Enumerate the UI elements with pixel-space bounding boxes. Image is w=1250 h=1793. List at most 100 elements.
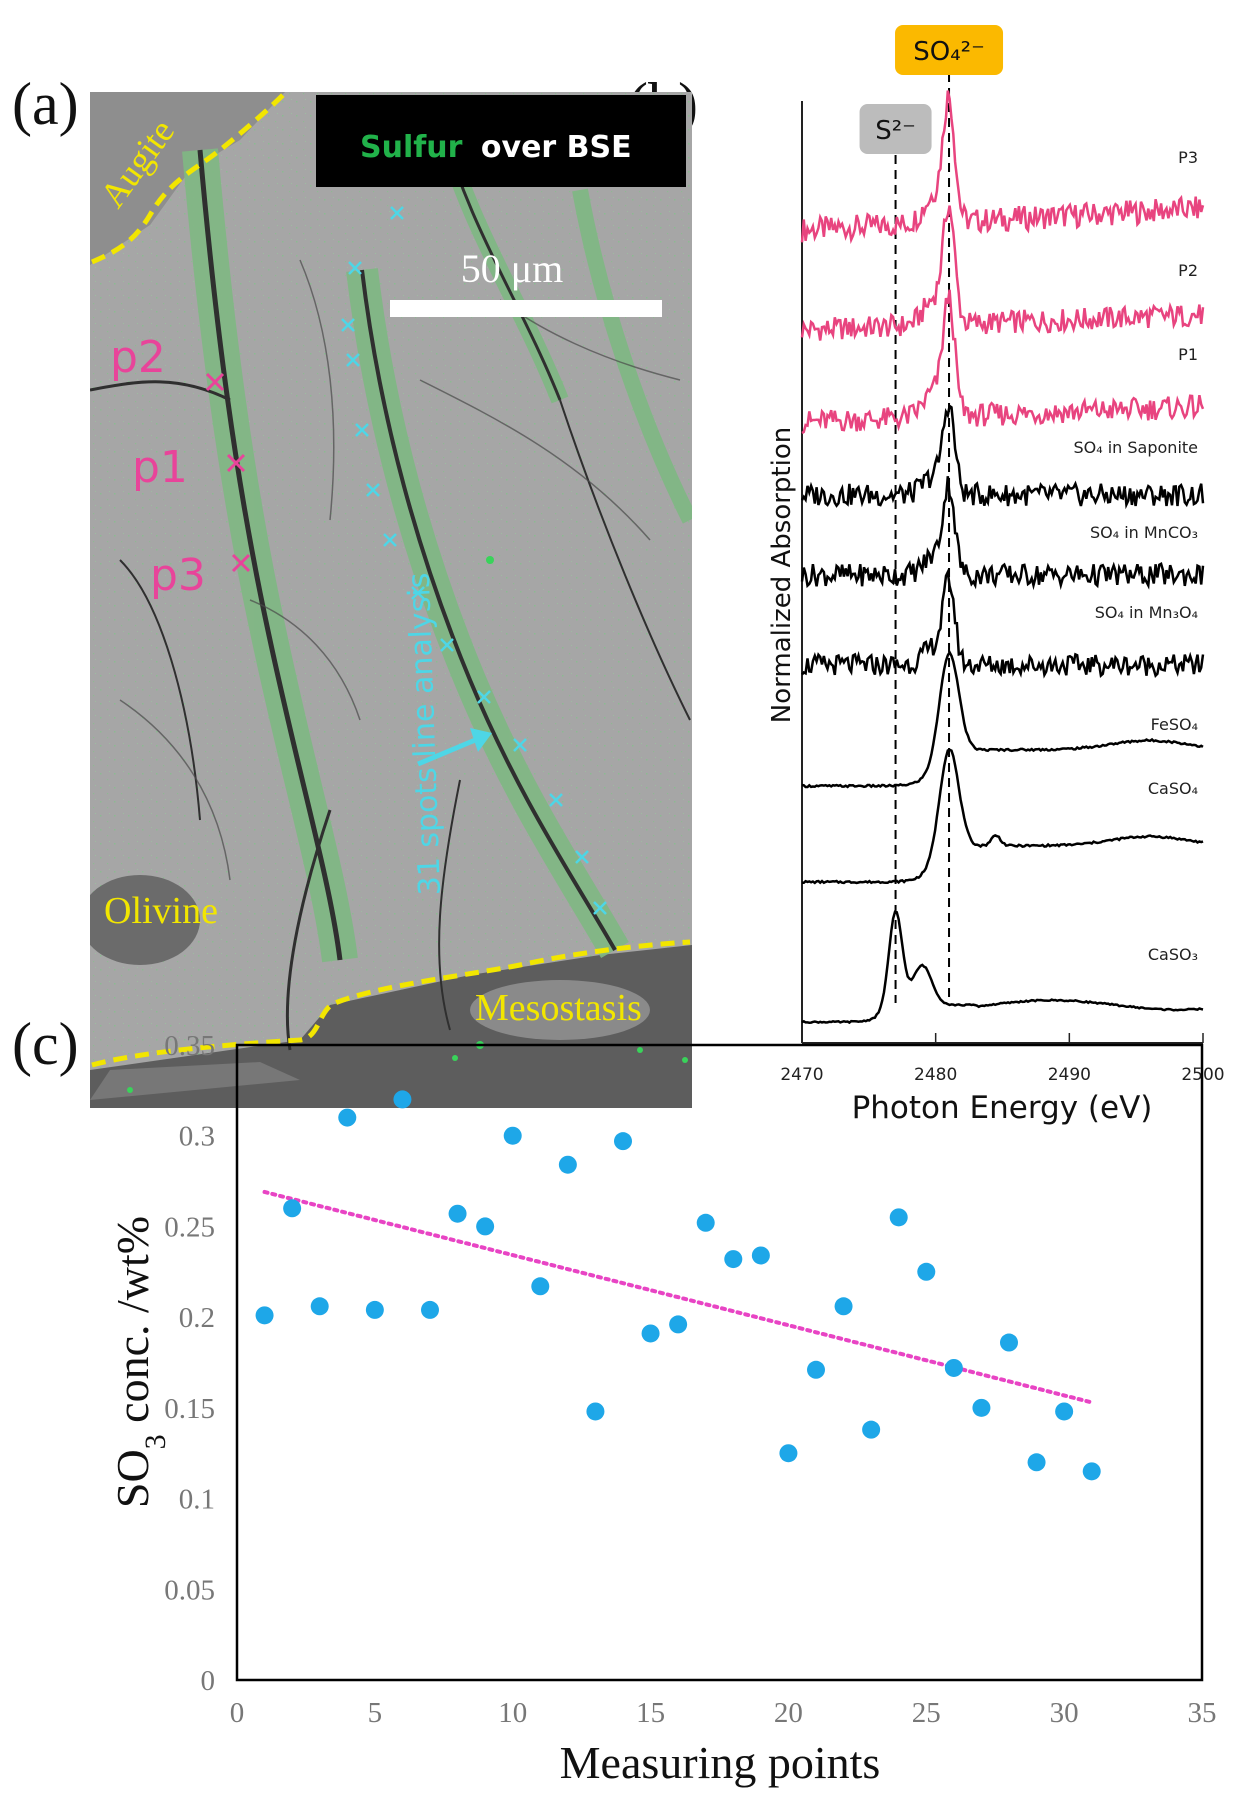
xanes-series-line: [800, 205, 1205, 341]
xanes-series-line: [801, 910, 1204, 1025]
scatter-point: [807, 1360, 825, 1379]
scatter-point: [531, 1277, 550, 1296]
scatter-point: [393, 1090, 412, 1109]
scatter-point: [751, 1246, 770, 1265]
point-label-p2: p2: [110, 332, 166, 383]
scatter-point: [862, 1420, 881, 1439]
scatter-point: [669, 1315, 688, 1334]
xanes-series-label: P3: [1178, 148, 1198, 167]
scatter-point: [365, 1300, 384, 1319]
point-label-p1: p1: [132, 442, 188, 493]
line-spot-marker: [549, 793, 563, 807]
scatter-point: [1000, 1333, 1018, 1352]
xanes-series-line: [802, 748, 1204, 885]
scatter-point: [338, 1108, 357, 1127]
scatter-x-tick-label: 25: [912, 1697, 941, 1729]
olivine-dark-inclusion: [90, 875, 200, 965]
xanes-series-line: [800, 476, 1205, 591]
scatter-point: [614, 1132, 632, 1151]
scale-bar-label: 50 μm: [461, 246, 564, 291]
line-spot-marker: [348, 261, 362, 275]
line-spot-marker: [411, 586, 425, 600]
scatter-x-axis-label: Measuring points: [560, 1737, 881, 1788]
scatter-point: [503, 1126, 522, 1145]
scatter-point: [696, 1213, 715, 1232]
scatter-y-tick-label: 0.3: [179, 1121, 215, 1153]
reference-line-label: SO₄²⁻: [913, 37, 985, 67]
scatter-point: [944, 1358, 963, 1377]
xanes-series-line: [801, 649, 1204, 789]
xanes-x-tick-label: 2480: [914, 1065, 957, 1085]
scatter-y-tick-label: 0.05: [164, 1574, 215, 1606]
line-spot-marker: [593, 901, 607, 915]
xanes-series-label: FeSO₄: [1151, 715, 1198, 734]
scatter-point: [972, 1398, 991, 1417]
scatter-point: [421, 1300, 439, 1319]
xanes-series-label: SO₄ in Saponite: [1073, 438, 1198, 457]
scatter-x-tick-label: 15: [636, 1697, 665, 1729]
augite-region: [90, 92, 285, 265]
xanes-series-label: P2: [1178, 261, 1198, 280]
xanes-series-line: [801, 567, 1205, 679]
scatter-point: [310, 1297, 329, 1316]
scatter-point: [889, 1208, 908, 1227]
point-marker-p1: [226, 453, 246, 473]
scatter-y-tick-label: 0.1: [179, 1484, 215, 1516]
mineral-label-olivine: Olivine: [104, 890, 218, 932]
scatter-point: [834, 1297, 853, 1316]
scatter-point: [641, 1324, 660, 1343]
reference-line-badge: [895, 25, 1004, 75]
line-analysis-arrowhead: [470, 728, 492, 752]
scatter-point: [586, 1402, 605, 1421]
line-spot-marker: [390, 206, 404, 220]
point-marker-p2: [205, 372, 225, 392]
scatter-point: [476, 1217, 495, 1236]
scatter-x-tick-label: 10: [498, 1697, 527, 1729]
point-label-p3: p3: [150, 550, 206, 601]
scatter-y-tick-label: 0.2: [179, 1302, 215, 1334]
line-spot-marker: [477, 690, 491, 704]
scatter-point: [1027, 1453, 1046, 1472]
xanes-series-label: CaSO₃: [1148, 945, 1198, 964]
xanes-series-line: [800, 90, 1205, 245]
xanes-x-tick-label: 2470: [780, 1065, 823, 1085]
map-title-over-bse: over BSE: [481, 130, 632, 165]
scatter-x-tick-label: 35: [1188, 1697, 1217, 1729]
line-spot-marker: [440, 638, 454, 652]
scatter-plot-frame: [235, 1043, 1204, 1682]
panel-label-c: (c): [12, 1011, 79, 1077]
scatter-point: [558, 1155, 577, 1174]
xanes-series-line: [800, 403, 1205, 510]
scatter-x-tick-label: 5: [368, 1697, 383, 1729]
scale-bar: [390, 300, 662, 317]
scatter-y-tick-label: 0.35: [164, 1030, 215, 1062]
line-spot-marker: [513, 738, 527, 752]
line-spot-marker: [346, 353, 360, 367]
point-marker-p3: [231, 553, 251, 573]
xanes-series-label: CaSO₄: [1148, 779, 1198, 798]
xanes-series-label: SO₄ in Mn₃O₄: [1095, 603, 1198, 622]
scatter-point: [724, 1250, 743, 1269]
scatter-y-tick-label: 0: [201, 1665, 216, 1697]
scatter-x-tick-label: 20: [774, 1697, 803, 1729]
reference-line-badge: [859, 104, 932, 154]
augite-boundary: [91, 90, 288, 265]
line-spot-marker: [366, 483, 380, 497]
scatter-point: [283, 1199, 302, 1218]
xanes-x-tick-label: 2490: [1048, 1065, 1091, 1085]
scatter-x-tick-label: 0: [230, 1697, 245, 1729]
reference-line-label: S²⁻: [875, 116, 916, 146]
line-spot-marker: [575, 850, 589, 864]
scatter-y-tick-label: 0.15: [164, 1393, 215, 1425]
xanes-x-axis-label: Photon Energy (eV): [852, 1090, 1153, 1126]
line-analysis-arrow: [417, 735, 481, 767]
scatter-x-tick-label: 30: [1050, 1697, 1079, 1729]
panel-label-a: (a): [12, 71, 79, 137]
scatter-trendline: [262, 1189, 1094, 1405]
scatter-point: [255, 1306, 274, 1325]
scatter-point: [448, 1204, 467, 1223]
line-analysis-spots: [341, 206, 607, 915]
